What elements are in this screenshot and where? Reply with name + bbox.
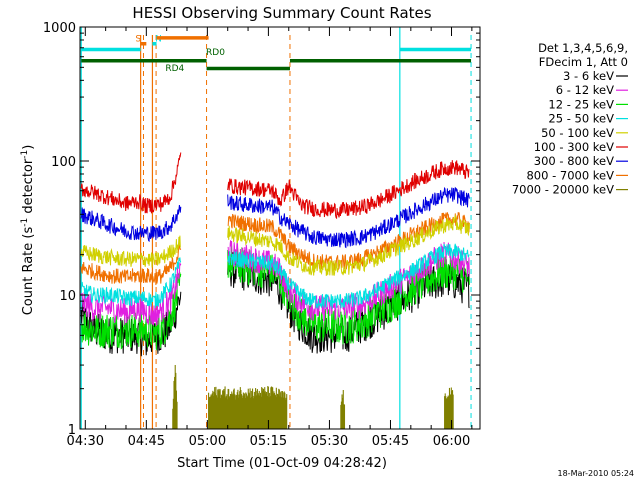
legend-entry-label: 3 - 6 keV [563, 69, 614, 83]
series-line-100-300-kev [227, 160, 470, 220]
legend-entry-label: 12 - 25 keV [548, 97, 614, 111]
y-tick-label: 10 [59, 289, 76, 304]
flag-bar-label: RD0 [206, 48, 225, 58]
series-line-300-800-kev [80, 205, 182, 243]
chart-title: HESSI Observing Summary Count Rates [132, 4, 431, 22]
x-tick-label: 05:15 [250, 434, 287, 449]
legend-entry-label: 6 - 12 keV [556, 83, 614, 97]
footer-timestamp: 18-Mar-2010 05:24 [558, 469, 635, 478]
x-tick-label: 04:45 [128, 434, 165, 449]
x-tick-label: 04:30 [67, 434, 104, 449]
series-line-800-7000-kev [80, 243, 182, 286]
legend-entry-label: 300 - 800 keV [534, 154, 614, 168]
legend: Det 1,3,4,5,6,9,FDecim 1, Att 03 - 6 keV… [512, 41, 628, 197]
series-line-25-50-kev [80, 257, 182, 308]
series-line-50-100-kev [227, 214, 470, 277]
legend-header: Det 1,3,4,5,6,9, [538, 41, 628, 55]
series-line-3-6-kev [227, 250, 470, 354]
legend-entry-label: 25 - 50 keV [548, 112, 614, 126]
y-tick-label: 1000 [43, 21, 76, 36]
x-tick-label: 05:45 [372, 434, 409, 449]
legend-entry-label: 100 - 300 keV [534, 140, 614, 154]
y-axis-label: Count Rate (s-1 detector-1) [20, 145, 36, 316]
flag-bar-label: S [135, 35, 141, 45]
x-axis-label: Start Time (01-Oct-09 04:28:42) [177, 456, 387, 471]
y-tick-label: 100 [51, 155, 76, 170]
x-tick-label: 06:00 [433, 434, 470, 449]
legend-entry-label: 7000 - 20000 keV [512, 183, 614, 197]
series-line-50-100-kev [80, 235, 181, 268]
flag-bar-label: RD4 [165, 64, 184, 74]
x-tick-label: 05:00 [189, 434, 226, 449]
series-line-100-300-kev [80, 152, 182, 214]
series-line-300-800-kev [227, 186, 470, 249]
legend-entry-label: 50 - 100 keV [541, 126, 614, 140]
flag-bar-label: N [155, 35, 162, 45]
x-tick-label: 05:30 [311, 434, 348, 449]
y-tick-label: 1 [68, 423, 76, 438]
series-line-25-50-kev [227, 243, 470, 310]
legend-header: FDecim 1, Att 0 [539, 55, 628, 69]
legend-entry-label: 800 - 7000 keV [526, 168, 614, 182]
plot-frame [79, 26, 481, 430]
